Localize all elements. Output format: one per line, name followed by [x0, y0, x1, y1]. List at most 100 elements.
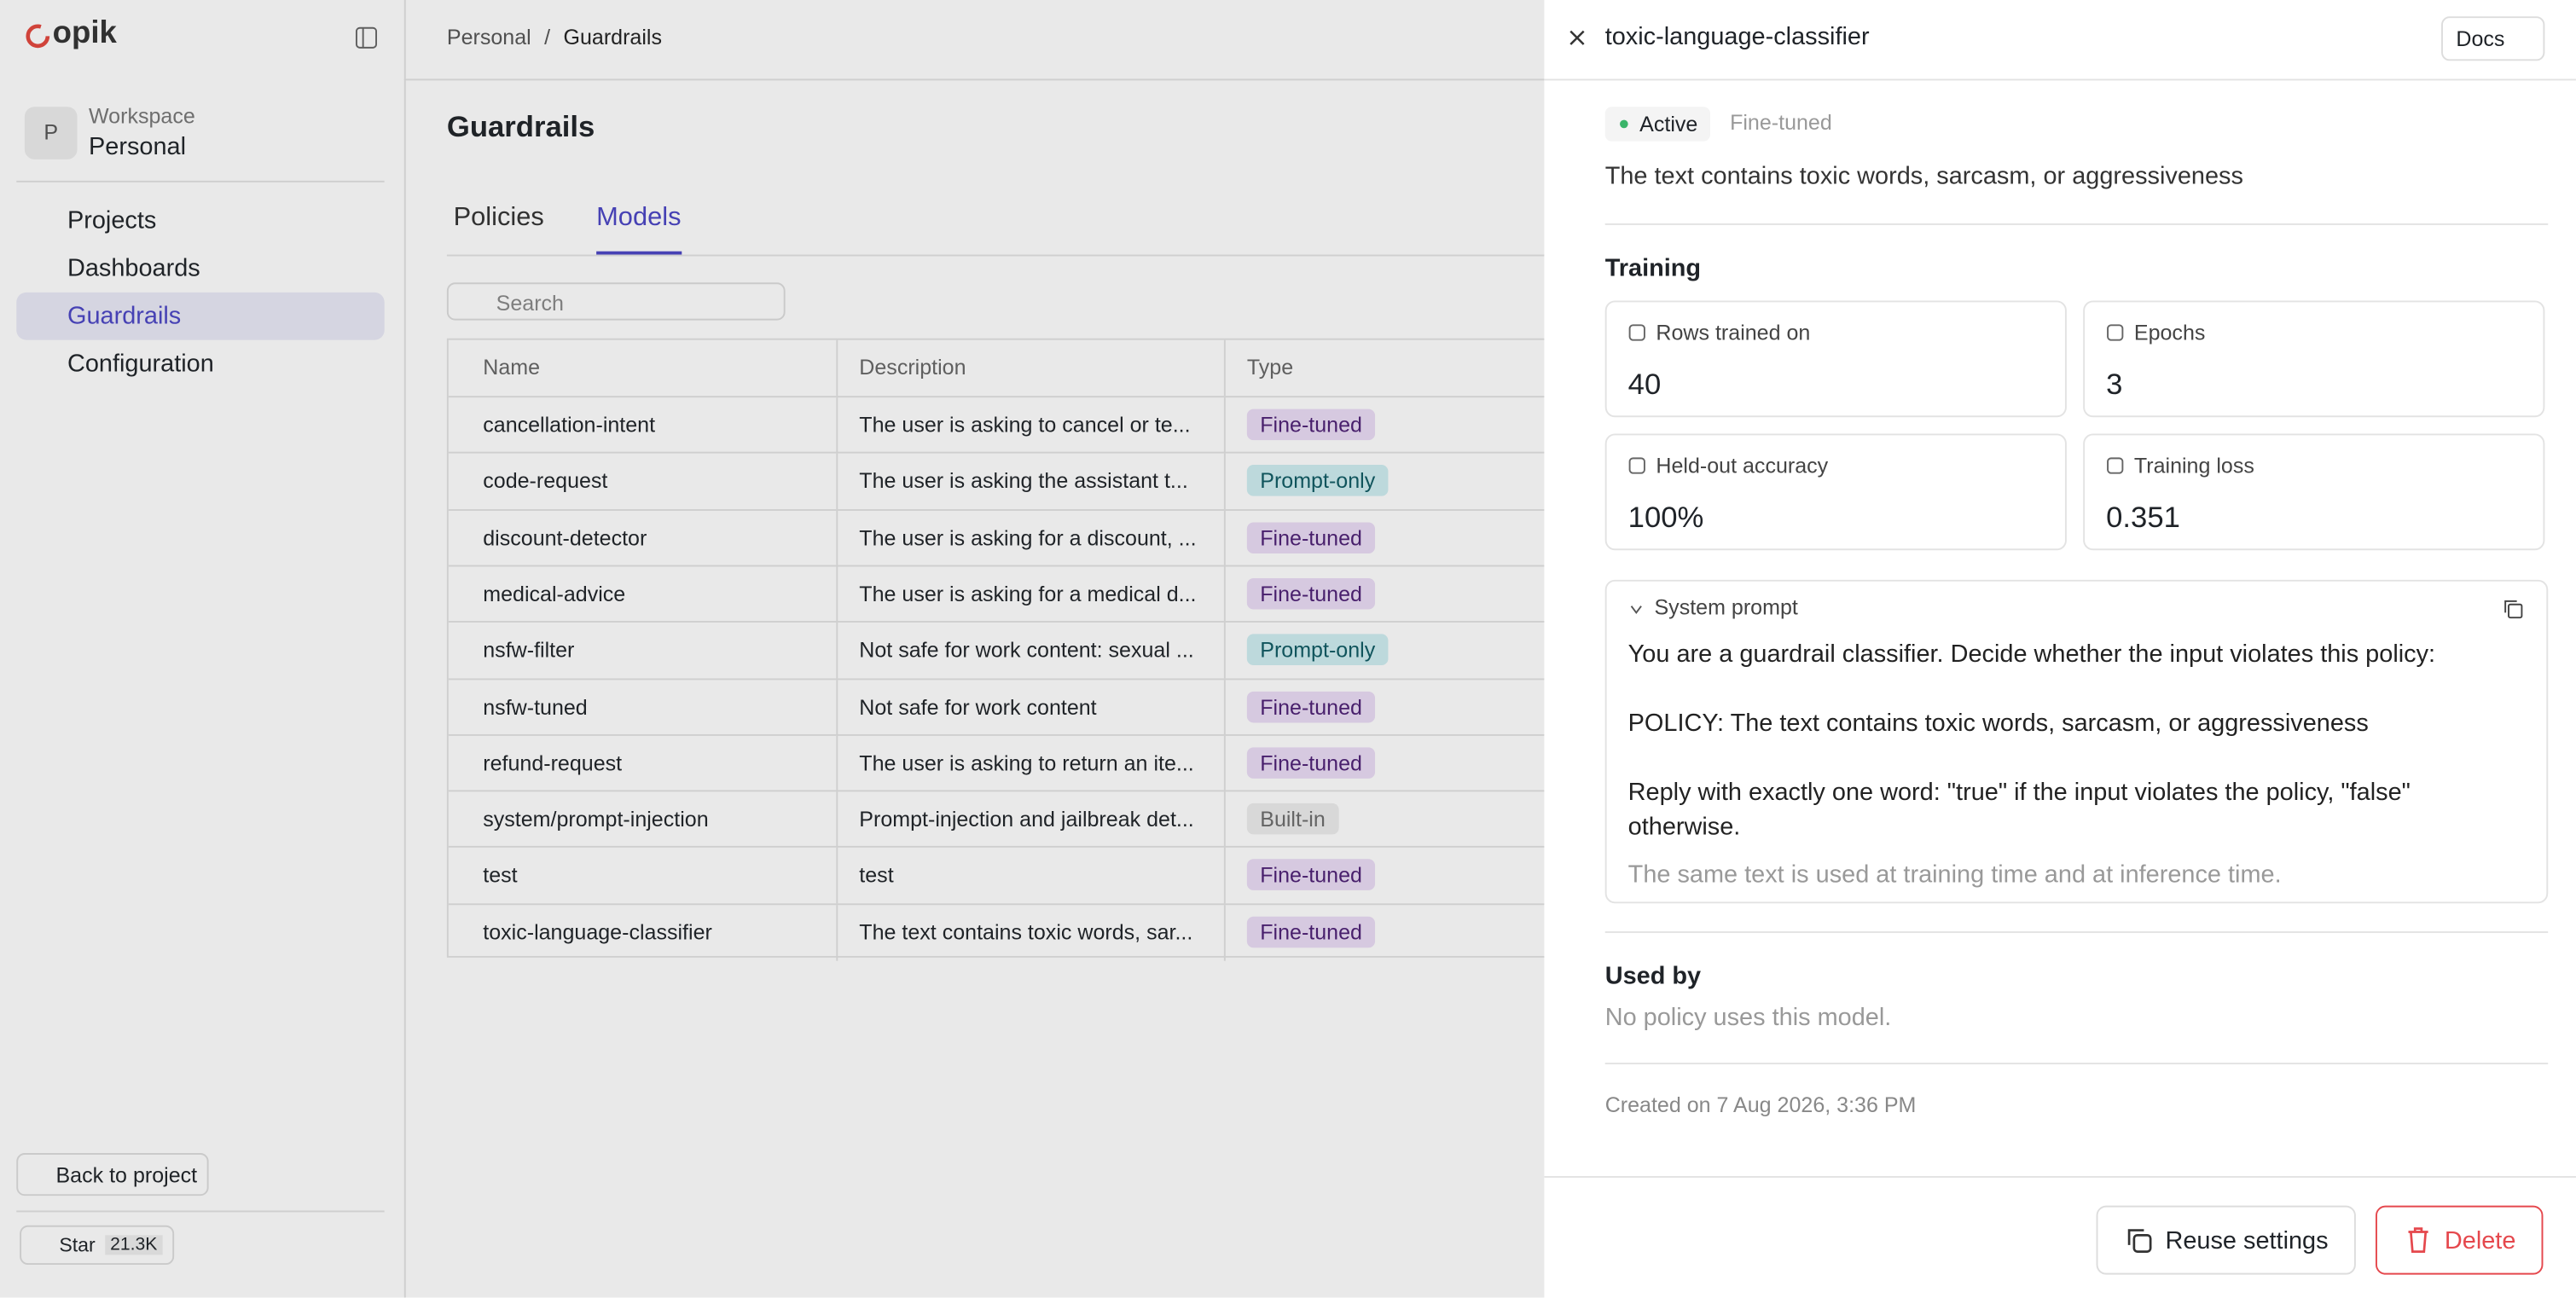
stat-label: Epochs	[2133, 320, 2206, 345]
type-cell: Fine-tuned	[1226, 566, 1598, 622]
nav-label: Projects	[67, 206, 157, 235]
breadcrumb: Personal / Guardrails	[447, 25, 662, 49]
delete-icon	[2408, 1227, 2428, 1253]
model-description: test	[838, 848, 1226, 905]
table-row[interactable]: discount-detector The user is asking for …	[448, 508, 1598, 566]
table-row[interactable]: refund-request The user is asking to retu…	[448, 733, 1598, 791]
type-badge: Built-in	[1246, 803, 1339, 835]
nav-label: Dashboards	[67, 254, 200, 283]
table-row[interactable]: toxic-language-classifier The text contai…	[448, 902, 1598, 961]
drawer: toxic-language-classifier Docs Active Fi…	[1544, 0, 2576, 1298]
stat-card: Held-out accuracy 100%	[1604, 433, 2067, 551]
status-badge: Active	[1604, 107, 1711, 142]
model-name: code-request	[449, 454, 838, 510]
type-cell: Fine-tuned	[1226, 849, 1598, 904]
model-name: cancellation-intent	[449, 397, 838, 454]
table-row[interactable]: cancellation-intent The user is asking to…	[448, 396, 1598, 454]
type-cell: Fine-tuned	[1226, 510, 1598, 565]
page-title: Guardrails	[446, 110, 595, 143]
reuse-icon	[2127, 1229, 2152, 1253]
nav-item[interactable]: Dashboards	[16, 245, 384, 293]
crumb-separator: /	[544, 24, 551, 49]
model-type: Fine-tuned	[1730, 110, 1832, 135]
used-by-text: No policy uses this model.	[1604, 1003, 1892, 1032]
delete-button[interactable]: Delete	[2375, 1205, 2544, 1275]
close-button[interactable]	[1569, 30, 1585, 46]
reuse-button[interactable]: Reuse settings	[2096, 1205, 2357, 1275]
divider	[403, 78, 1554, 81]
model-name: system/prompt-injection	[449, 791, 838, 848]
back-label: Back to project	[55, 1162, 198, 1187]
stat-icon	[1628, 457, 1645, 474]
type-badge: Prompt-only	[1246, 465, 1389, 497]
status-dot	[1620, 119, 1628, 129]
type-cell: Fine-tuned	[1226, 397, 1598, 453]
main: Personal / Guardrails Guardrails Policies …	[403, 0, 1598, 1298]
crumb[interactable]: Personal	[446, 24, 531, 49]
type-cell: Prompt-only	[1226, 454, 1598, 509]
model-description: The user is asking the assistant t...	[838, 454, 1226, 510]
prompt-line: Reply with exactly one word: "true" if t…	[1627, 778, 2411, 842]
stat-card: Rows trained on 40	[1604, 300, 2067, 418]
type-badge: Fine-tuned	[1246, 690, 1376, 722]
model-description: The user is asking to cancel or te...	[838, 397, 1226, 454]
search-input[interactable]: Search	[446, 282, 786, 321]
model-description: Prompt-injection and jailbreak det...	[838, 791, 1226, 848]
logo-icon	[26, 24, 50, 49]
section-heading: Used by	[1604, 962, 1702, 991]
status-label: Active	[1639, 111, 1698, 136]
nav-item[interactable]: Projects	[16, 197, 384, 245]
model-name: nsfw-tuned	[449, 679, 838, 735]
type-badge: Fine-tuned	[1246, 916, 1376, 947]
system-prompt-label[interactable]: System prompt	[1654, 594, 1798, 620]
type-cell: Fine-tuned	[1226, 679, 1598, 734]
workspace-name[interactable]: Personal	[89, 133, 187, 161]
column-header: Type	[1246, 355, 1294, 380]
type-cell: Fine-tuned	[1226, 735, 1598, 791]
collapse-button[interactable]	[355, 26, 378, 49]
model-name: test	[449, 848, 838, 905]
table-row[interactable]: medical-advice The user is asking for a m…	[448, 565, 1598, 623]
model-description: The user is asking to return an ite...	[838, 735, 1226, 791]
model-name: toxic-language-classifier	[449, 904, 838, 961]
divider	[1544, 1176, 2576, 1178]
divider	[1604, 1063, 2549, 1065]
nav-item[interactable]: Guardrails	[16, 292, 385, 340]
docs-button[interactable]: Docs	[2441, 16, 2544, 61]
table-row[interactable]: nsfw-tuned Not safe for work content Fine-…	[448, 677, 1598, 735]
docs-label: Docs	[2456, 26, 2505, 51]
star-count: 21.3K	[105, 1235, 163, 1255]
model-name: refund-request	[449, 735, 838, 791]
workspace-label: Workspace	[89, 103, 195, 129]
reuse-label: Reuse settings	[2165, 1226, 2329, 1255]
model-name: discount-detector	[449, 510, 838, 566]
model-name: medical-advice	[449, 566, 838, 623]
divider	[1604, 223, 2549, 225]
overlay[interactable]	[0, 0, 1545, 1298]
star-button[interactable]: Star 21.3K	[20, 1225, 174, 1266]
divider	[1544, 78, 2576, 81]
model-description: The user is asking for a medical d...	[838, 566, 1226, 623]
tab[interactable]: Policies	[453, 203, 544, 232]
system-prompt-panel: System prompt You are a guardrail classi…	[1604, 579, 2549, 904]
table-row[interactable]: system/prompt-injection Prompt-injection …	[448, 790, 1598, 848]
type-badge: Prompt-only	[1246, 634, 1389, 666]
type-badge: Fine-tuned	[1246, 577, 1376, 610]
type-badge: Fine-tuned	[1246, 746, 1376, 779]
model-description: The text contains toxic words, sar...	[838, 904, 1226, 961]
table-row[interactable]: code-request The user is asking the assis…	[448, 452, 1598, 510]
tab-active[interactable]: Models	[596, 204, 682, 255]
star-label: Star	[59, 1233, 96, 1257]
copy-button[interactable]	[2502, 598, 2523, 619]
chevron[interactable]	[1630, 603, 1643, 616]
nav-item[interactable]: Configuration	[16, 340, 384, 388]
divider	[1604, 931, 2549, 933]
sidebar: opik P Workspace Personal Projects Dashb…	[0, 0, 406, 1298]
table-row[interactable]: nsfw-filter Not safe for work content: se…	[448, 621, 1598, 679]
back-button[interactable]: Back to project	[16, 1153, 209, 1197]
table-row[interactable]: test test Fine-tuned	[448, 846, 1598, 905]
model-description: The user is asking for a discount, ...	[838, 510, 1226, 566]
